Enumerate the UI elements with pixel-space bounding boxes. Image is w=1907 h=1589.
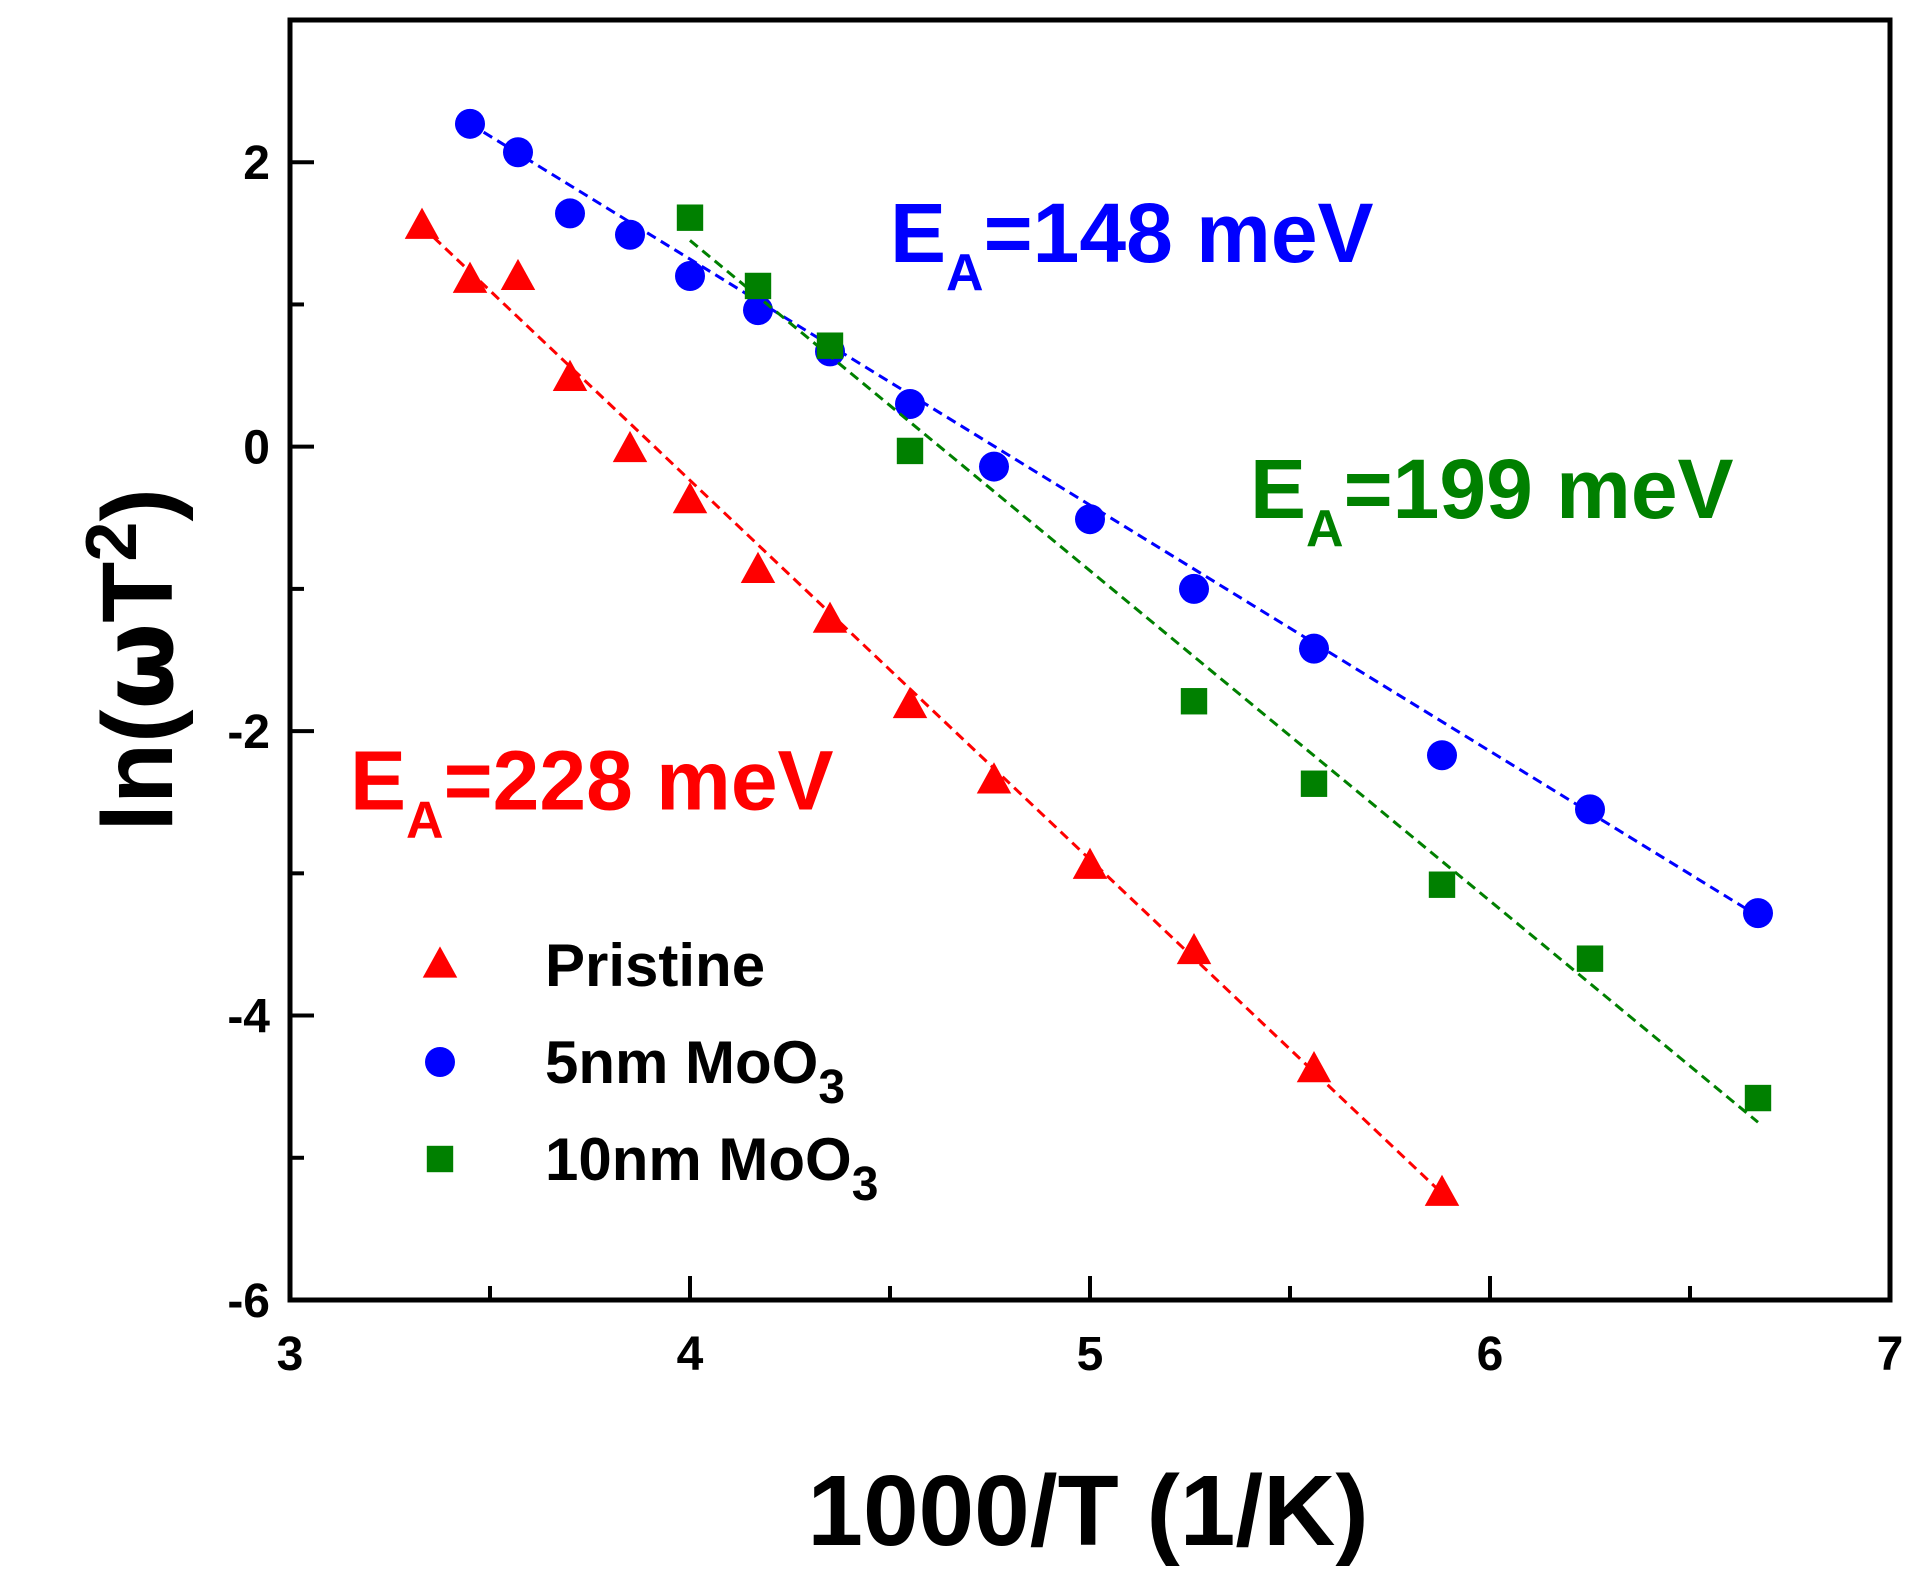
data-point: [1296, 1051, 1332, 1083]
data-point: [1427, 740, 1457, 771]
x-tick-label: 5: [1077, 1328, 1104, 1381]
data-point: [552, 359, 588, 391]
data-point: [976, 762, 1012, 794]
x-tick-label: 4: [677, 1328, 704, 1381]
energy-value: =199 meV: [1344, 442, 1734, 536]
energy-subscript: A: [1306, 500, 1344, 558]
fit-line: [469, 122, 1759, 918]
x-tick-label: 7: [1877, 1328, 1904, 1381]
data-point: [675, 261, 705, 291]
series-0: [404, 207, 1460, 1206]
legend-label: Pristine: [545, 932, 765, 999]
x-axis-title: 1000/T (1/K): [807, 1455, 1368, 1567]
y-tick-label: -6: [227, 1275, 270, 1328]
marks-layer: [404, 108, 1773, 1206]
data-point: [1300, 770, 1328, 797]
data-point: [1576, 945, 1604, 972]
legend-entry: 5nm MoO3: [425, 1029, 845, 1114]
data-point: [1299, 633, 1329, 664]
legend-label: 5nm MoO3: [545, 1029, 845, 1114]
data-point: [1428, 871, 1456, 898]
data-point: [455, 108, 485, 139]
data-point: [615, 219, 645, 250]
data-point: [676, 204, 704, 231]
data-point: [672, 482, 708, 514]
energy-value: =228 meV: [444, 733, 834, 827]
legend-label: 10nm MoO3: [545, 1126, 878, 1211]
data-point: [555, 198, 585, 229]
energy-symbol: E: [350, 733, 406, 827]
y-axis-title-greek: ω: [79, 623, 196, 710]
energy-subscript: A: [406, 791, 444, 849]
y-axis-title: ln(ωT2): [72, 488, 196, 832]
data-point: [1075, 504, 1105, 535]
y-tick-label: 2: [243, 137, 270, 190]
legend-label-sub: 3: [852, 1158, 879, 1211]
x-tick-label: 3: [277, 1328, 304, 1381]
activation-energy-label: EA=148 meV: [890, 186, 1374, 302]
data-point: [1179, 573, 1209, 604]
data-point: [612, 430, 648, 463]
data-point: [1176, 932, 1212, 965]
data-point: [892, 686, 928, 719]
legend-label-main: 5nm MoO: [545, 1029, 818, 1096]
energy-symbol: E: [890, 186, 946, 280]
legend-marker: [426, 1145, 454, 1173]
legend-label-main: 10nm MoO: [545, 1126, 852, 1193]
data-point: [1743, 898, 1773, 929]
y-axis-title-var: T: [82, 562, 194, 623]
data-point: [744, 272, 772, 300]
y-tick-label: 0: [243, 422, 270, 475]
energy-value: =148 meV: [984, 186, 1374, 280]
y-axis-title-sup: 2: [72, 522, 152, 562]
data-point: [503, 137, 533, 168]
data-point: [743, 295, 773, 326]
x-tick-label: 6: [1477, 1328, 1504, 1381]
data-point: [452, 261, 488, 293]
data-point: [816, 332, 844, 359]
data-point: [812, 601, 848, 633]
y-tick-label: -2: [227, 706, 270, 759]
data-point: [740, 551, 776, 583]
data-point: [404, 207, 440, 239]
data-point: [1180, 688, 1208, 715]
legend-marker: [425, 1047, 455, 1077]
data-point: [979, 451, 1009, 482]
y-axis-title-prefix: ln(: [82, 709, 194, 832]
ticks-layer: 3 4 5 6 7 -6 -4 -2 0 2: [227, 18, 1904, 1381]
legend-label-main: Pristine: [545, 932, 765, 999]
legend-entry: Pristine: [422, 932, 765, 999]
data-point: [1744, 1084, 1772, 1112]
legend-label-sub: 3: [818, 1061, 845, 1114]
data-point: [896, 437, 924, 465]
fit-line: [689, 239, 1759, 1124]
series-2: [676, 204, 1772, 1124]
y-tick-label: -4: [227, 991, 270, 1044]
data-point: [1424, 1174, 1460, 1206]
data-point: [1575, 794, 1605, 825]
legend-marker: [422, 946, 458, 978]
series-1: [455, 108, 1773, 929]
data-point: [1072, 847, 1108, 879]
activation-energy-label: EA=199 meV: [1250, 442, 1734, 558]
y-axis-title-suffix: ): [82, 488, 194, 521]
data-point: [895, 389, 925, 419]
energy-subscript: A: [946, 244, 984, 302]
energy-symbol: E: [1250, 442, 1306, 536]
fit-line: [420, 225, 1444, 1195]
data-point: [500, 258, 536, 291]
activation-energy-label: EA=228 meV: [350, 733, 834, 849]
legend-entry: 10nm MoO3: [426, 1126, 878, 1211]
